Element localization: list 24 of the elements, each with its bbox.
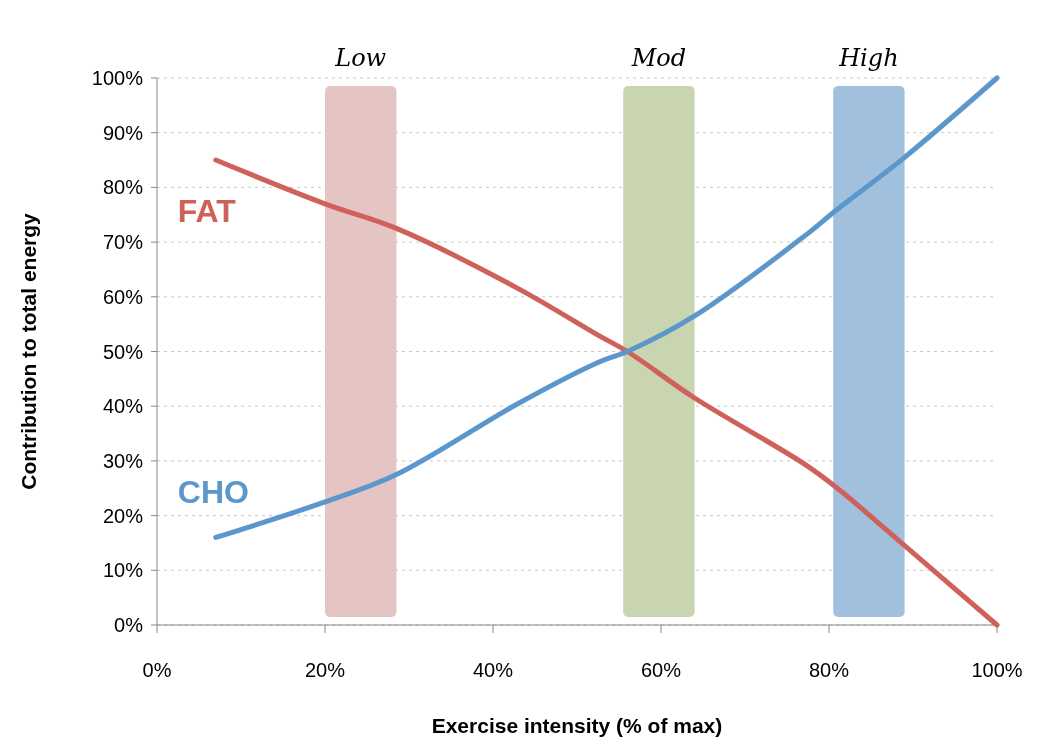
x-tick-label: 20% <box>304 659 346 681</box>
y-tick-label: 70% <box>102 231 144 254</box>
y-tick-label: 40% <box>102 395 144 418</box>
band-label: High <box>838 44 899 72</box>
y-tick-label: 10% <box>102 559 144 582</box>
y-tick-label: 100% <box>91 67 144 89</box>
y-tick-label: 60% <box>102 285 144 308</box>
y-tick-label: 80% <box>102 176 144 199</box>
y-tick-label: 0% <box>114 614 144 636</box>
x-tick-label: 0% <box>142 659 172 681</box>
band-label: Mod <box>630 44 687 72</box>
x-tick-label: 80% <box>808 659 850 681</box>
y-tick-label: 20% <box>102 504 144 527</box>
band-label: Low <box>334 44 387 72</box>
x-axis-title: Exercise intensity (% of max) <box>431 714 723 737</box>
y-tick-label: 50% <box>102 340 144 363</box>
y-tick-label: 90% <box>102 121 144 144</box>
y-tick-label: 30% <box>102 449 144 472</box>
x-tick-label: 60% <box>640 659 682 681</box>
x-tick-label: 100% <box>971 659 1023 681</box>
series-label: FAT <box>177 193 237 230</box>
y-axis-title: Contribution to total energy <box>17 212 40 490</box>
x-tick-label: 40% <box>472 659 514 681</box>
series-label: CHO <box>177 474 249 511</box>
